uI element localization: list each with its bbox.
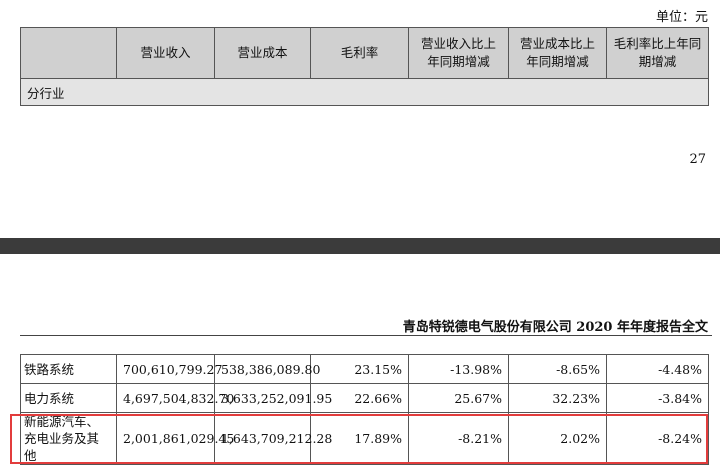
header-margin-change: 毛利率比上年同期增减 <box>606 27 709 79</box>
row-cost-change: 32.23% <box>508 383 607 413</box>
row-margin: 17.89% <box>310 412 409 465</box>
unit-label: 单位：元 <box>655 10 708 25</box>
row-revenue-change: -8.21% <box>408 412 509 465</box>
row-revenue: 2,001,861,029.45 <box>116 412 234 465</box>
row-name: 铁路系统 <box>20 354 117 384</box>
row-revenue: 4,697,504,832.70 <box>116 383 234 413</box>
section-label: 分行业 <box>20 78 709 106</box>
segment-table-body: 铁路系统 700,610,799.27 538,386,089.80 23.15… <box>20 354 709 465</box>
row-margin-change: -3.84% <box>606 383 709 413</box>
header-revenue-change: 营业收入比上年同期增减 <box>408 27 509 79</box>
highlight-box <box>10 414 708 464</box>
header-margin: 毛利率 <box>310 27 409 79</box>
row-margin: 22.66% <box>310 383 409 413</box>
row-cost: 1,643,709,212.28 <box>214 412 332 465</box>
report-title: 青岛特锐德电气股份有限公司 2020 年年度报告全文 <box>402 320 708 335</box>
table-row: 铁路系统 700,610,799.27 538,386,089.80 23.15… <box>20 354 709 384</box>
row-name: 电力系统 <box>20 383 117 413</box>
table-row: 电力系统 4,697,504,832.70 3,633,252,091.95 2… <box>20 383 709 413</box>
page-number: 27 <box>689 152 706 167</box>
page-separator <box>0 238 720 254</box>
header-revenue: 营业收入 <box>116 27 215 79</box>
row-cost-change: -8.65% <box>508 354 607 384</box>
row-margin-change: -8.24% <box>606 412 709 465</box>
report-title-rule <box>20 335 712 336</box>
row-margin-change: -4.48% <box>606 354 709 384</box>
row-margin: 23.15% <box>310 354 409 384</box>
row-revenue-change: 25.67% <box>408 383 509 413</box>
row-name: 新能源汽车、充电业务及其他 <box>20 412 117 465</box>
row-revenue-change: -13.98% <box>408 354 509 384</box>
header-row: 营业收入 营业成本 毛利率 营业收入比上年同期增减 营业成本比上年同期增减 毛利… <box>20 27 709 79</box>
header-blank <box>20 27 117 79</box>
segment-table-header: 营业收入 营业成本 毛利率 营业收入比上年同期增减 营业成本比上年同期增减 毛利… <box>20 27 709 106</box>
header-cost-change: 营业成本比上年同期增减 <box>508 27 607 79</box>
table-row: 新能源汽车、充电业务及其他 2,001,861,029.45 1,643,709… <box>20 412 709 465</box>
section-row: 分行业 <box>20 78 709 106</box>
row-cost-change: 2.02% <box>508 412 607 465</box>
row-revenue: 700,610,799.27 <box>116 354 222 384</box>
header-cost: 营业成本 <box>214 27 311 79</box>
row-cost: 3,633,252,091.95 <box>214 383 332 413</box>
row-cost: 538,386,089.80 <box>214 354 320 384</box>
